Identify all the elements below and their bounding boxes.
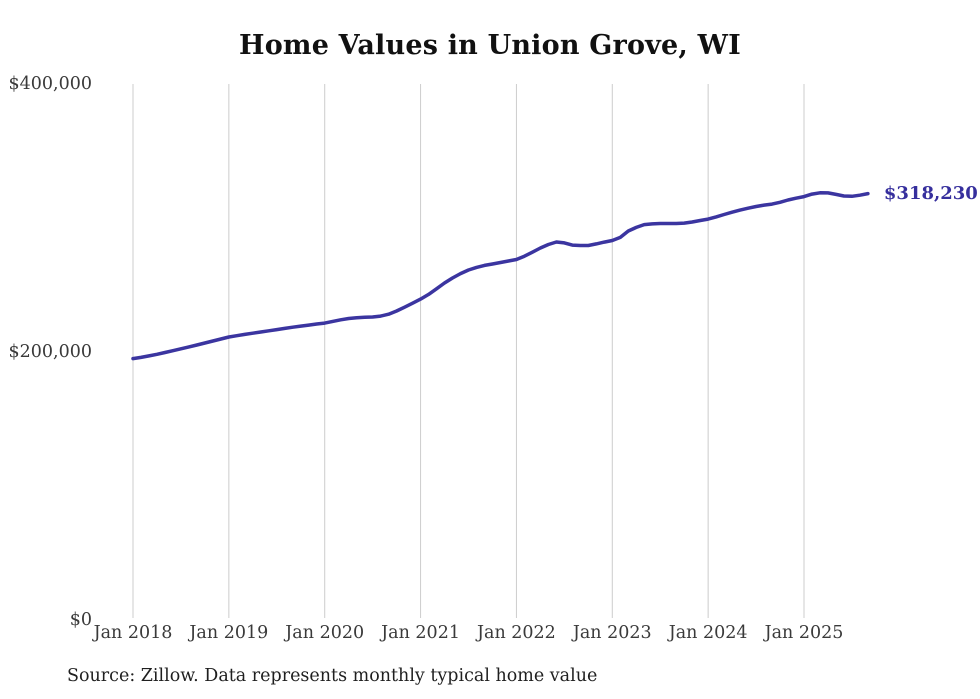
x-tick-label: Jan 2021 [381, 623, 460, 643]
x-tick-label: Jan 2020 [285, 623, 365, 643]
x-tick-label: Jan 2025 [764, 623, 844, 643]
chart-title: Home Values in Union Grove, WI [239, 30, 741, 61]
x-tick-label: Jan 2018 [93, 623, 173, 643]
x-tick-label: Jan 2024 [668, 623, 748, 643]
source-note: Source: Zillow. Data represents monthly … [67, 666, 598, 686]
home-value-line [131, 191, 870, 361]
y-tick-label: $400,000 [8, 73, 92, 94]
y-tick-label: $0 [69, 609, 92, 630]
x-tick-label: Jan 2023 [572, 623, 652, 643]
y-tick-label: $200,000 [8, 341, 92, 362]
x-tick-label: Jan 2019 [189, 623, 269, 643]
x-tick-label: Jan 2022 [477, 623, 556, 643]
current-value-label: $318,230 [883, 183, 978, 205]
